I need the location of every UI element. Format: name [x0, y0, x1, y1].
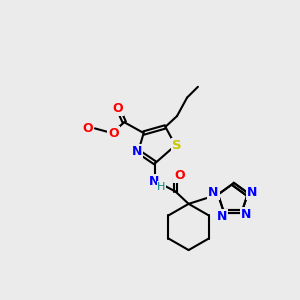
Text: O: O	[108, 127, 119, 140]
Text: O: O	[113, 102, 123, 115]
Text: O: O	[108, 127, 119, 140]
Text: O: O	[83, 122, 93, 135]
Text: N: N	[217, 210, 227, 223]
Text: H: H	[157, 182, 166, 192]
Text: N: N	[242, 208, 252, 221]
Text: N: N	[242, 208, 252, 221]
Text: N: N	[247, 186, 257, 200]
Text: O: O	[113, 102, 123, 115]
Text: N: N	[131, 145, 142, 158]
Text: N: N	[149, 175, 160, 188]
Text: N: N	[208, 186, 219, 200]
Text: N: N	[208, 186, 219, 200]
Text: O: O	[174, 169, 184, 182]
Text: O: O	[174, 169, 184, 182]
Text: N: N	[149, 175, 160, 188]
Text: O: O	[83, 122, 93, 135]
Text: N: N	[247, 186, 257, 200]
Text: H: H	[157, 182, 166, 192]
Text: S: S	[172, 139, 182, 152]
Text: S: S	[172, 139, 182, 152]
Text: N: N	[217, 210, 227, 223]
Text: N: N	[131, 145, 142, 158]
